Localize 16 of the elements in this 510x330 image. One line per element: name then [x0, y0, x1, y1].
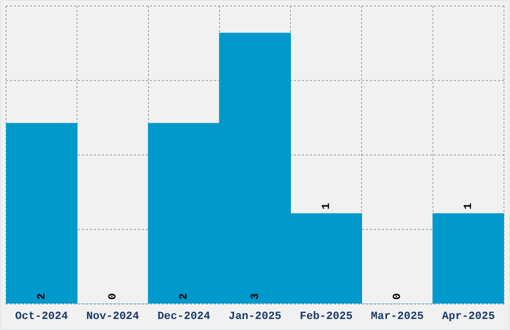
bar — [6, 122, 78, 304]
x-tick-label: Oct-2024 — [15, 311, 68, 324]
x-tick-label: Dec-2024 — [157, 311, 211, 324]
data-label: 0 — [107, 293, 120, 300]
x-tick-label: Mar-2025 — [370, 311, 424, 324]
data-label: 0 — [392, 293, 404, 300]
x-tick-label: Nov-2024 — [86, 311, 140, 324]
x-tick-label: Feb-2025 — [300, 311, 353, 324]
bar — [432, 213, 504, 304]
data-label: 1 — [320, 202, 333, 210]
x-tick-label: Apr-2025 — [442, 311, 496, 324]
x-tick-label: Jan-2025 — [228, 311, 282, 324]
data-label: 2 — [178, 293, 191, 300]
data-label: 3 — [250, 292, 262, 300]
data-label: 1 — [463, 202, 476, 210]
data-label: 2 — [36, 293, 48, 300]
